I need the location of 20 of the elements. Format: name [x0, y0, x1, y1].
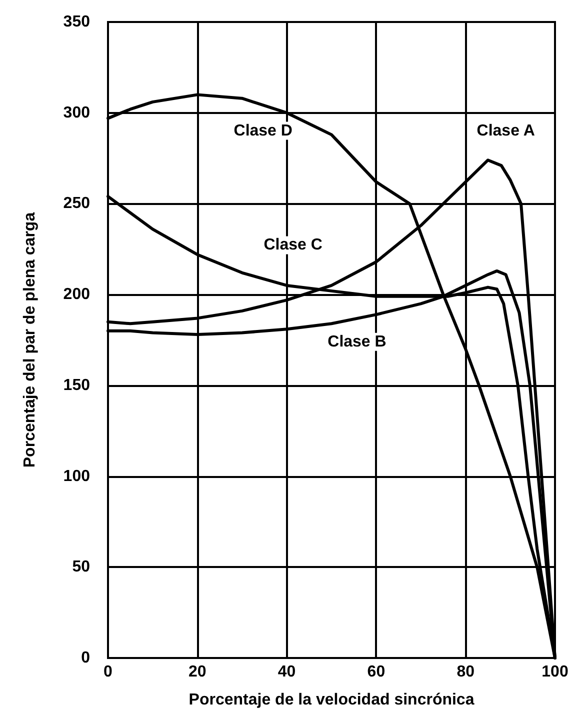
- y-tick-label: 200: [63, 286, 90, 304]
- y-tick-label: 50: [72, 558, 90, 576]
- y-tick-label: 300: [63, 104, 90, 122]
- series-label: Clase D: [234, 122, 292, 140]
- y-tick-label: 150: [63, 376, 90, 394]
- x-tick-label: 20: [188, 664, 206, 680]
- y-tick-label: 100: [63, 468, 90, 485]
- y-tick-label: 250: [63, 195, 90, 212]
- series-label: Clase C: [264, 236, 323, 254]
- x-tick-label: 100: [542, 664, 568, 680]
- y-tick-label: 350: [63, 14, 90, 30]
- x-tick-label: 80: [456, 664, 475, 680]
- x-tick-label: 0: [104, 664, 113, 680]
- y-tick-label: 0: [81, 650, 90, 666]
- x-tick-label: 40: [278, 664, 296, 680]
- y-axis-title: Porcentaje del par de plena carga: [22, 212, 38, 468]
- x-tick-label: 60: [367, 664, 386, 680]
- series-label: Clase A: [476, 122, 536, 140]
- series-label: Clase B: [328, 333, 386, 350]
- x-axis-title: Porcentaje de la velocidad sincrónica: [188, 692, 474, 708]
